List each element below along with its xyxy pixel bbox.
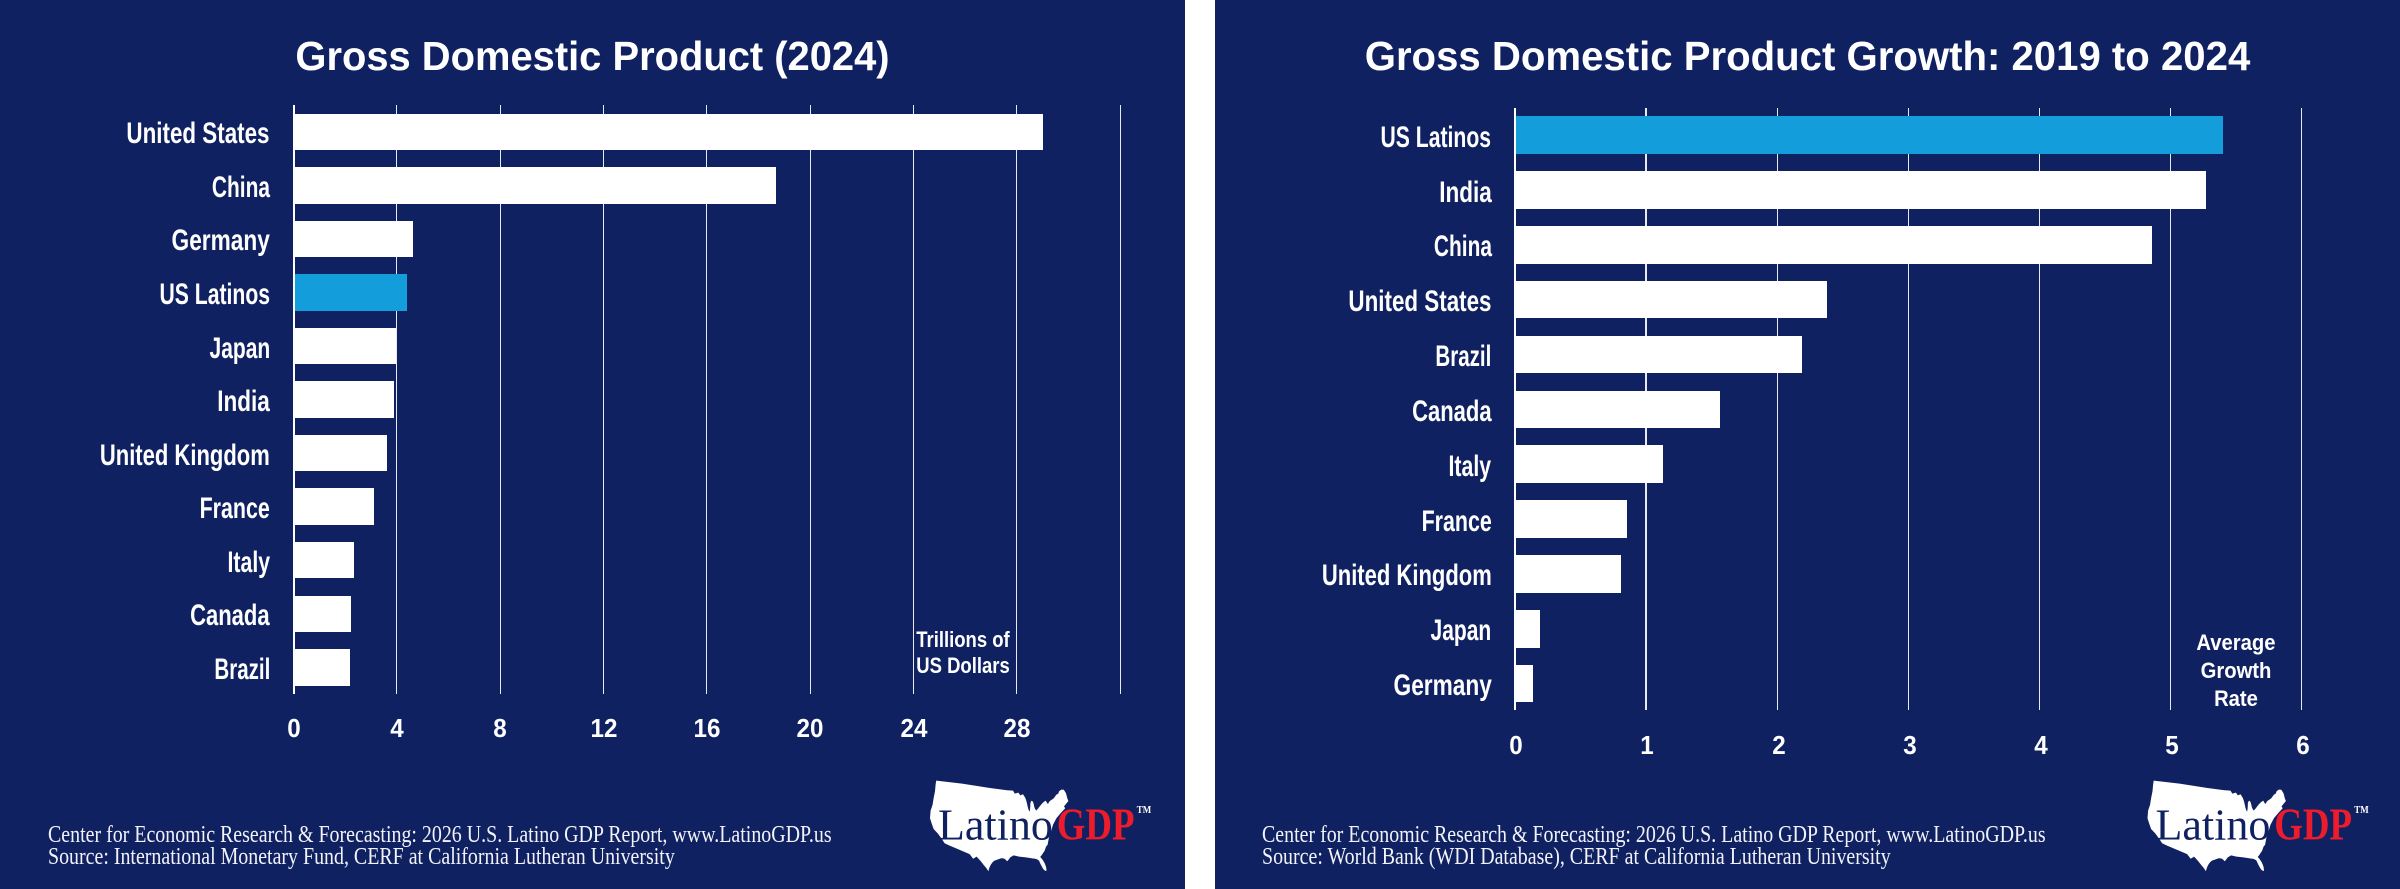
svg-text:GDP: GDP (2274, 799, 2352, 849)
svg-text:GDP: GDP (1057, 799, 1135, 849)
svg-text:Latino: Latino (2156, 801, 2271, 850)
svg-text:TM: TM (2354, 804, 2369, 816)
svg-text:TM: TM (1137, 804, 1152, 816)
svg-text:Latino: Latino (938, 801, 1053, 850)
